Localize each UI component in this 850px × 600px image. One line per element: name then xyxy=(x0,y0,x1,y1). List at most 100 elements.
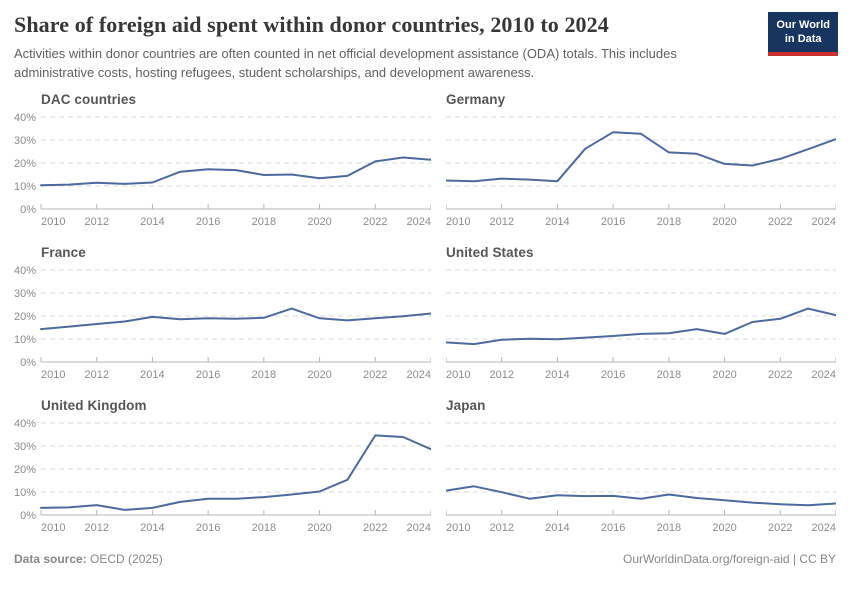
gridlines xyxy=(41,422,431,493)
trend-line xyxy=(40,156,431,187)
gridlines xyxy=(446,422,836,493)
svg-text:2020: 2020 xyxy=(712,216,736,228)
trend-line xyxy=(446,485,836,507)
svg-text:2022: 2022 xyxy=(768,369,792,381)
y-tick-labels: 0% 10% 20% 30% 40% xyxy=(14,265,36,369)
svg-text:2016: 2016 xyxy=(601,522,625,534)
svg-text:0%: 0% xyxy=(20,510,36,522)
panel-plot: 2010 2012 2014 2016 2018 2020 2022 2024 xyxy=(446,116,836,228)
svg-text:2014: 2014 xyxy=(140,216,164,228)
svg-text:40%: 40% xyxy=(14,265,36,277)
svg-text:20%: 20% xyxy=(14,158,36,170)
svg-text:40%: 40% xyxy=(14,112,36,124)
svg-text:2012: 2012 xyxy=(489,522,513,534)
svg-text:2016: 2016 xyxy=(196,522,220,534)
trend-line xyxy=(446,307,836,346)
svg-text:2012: 2012 xyxy=(84,369,108,381)
panel-germany: Germany 2010 2012 2014 2016 2018 2020 2022 2024 xyxy=(446,92,836,232)
x-axis xyxy=(446,204,836,210)
panel-plot: 2010 2012 2014 2016 2018 2020 2022 2024 xyxy=(446,422,836,534)
svg-text:2012: 2012 xyxy=(489,369,513,381)
trend-line xyxy=(40,307,431,331)
svg-text:2024: 2024 xyxy=(812,216,836,228)
panel-title: Japan xyxy=(446,398,486,414)
trend-line xyxy=(446,131,836,183)
x-tick-labels: 2010 2012 2014 2016 2018 2020 2022 2024 xyxy=(446,216,836,228)
svg-text:40%: 40% xyxy=(14,418,36,430)
svg-text:0%: 0% xyxy=(20,357,36,369)
owid-logo-line1: Our World xyxy=(776,19,830,31)
svg-text:2010: 2010 xyxy=(41,369,65,381)
svg-text:2012: 2012 xyxy=(84,522,108,534)
gridlines xyxy=(41,116,431,187)
svg-text:0%: 0% xyxy=(20,204,36,216)
svg-text:2014: 2014 xyxy=(140,522,164,534)
x-axis xyxy=(446,510,836,516)
panel-plot: 2010 2012 2014 2016 2018 2020 2022 2024 0% 10% 20%… xyxy=(14,112,431,228)
panel-united-kingdom: United Kingdom 2010 2012 2014 2016 2018 2020 20… xyxy=(13,398,431,538)
panel-plot: 2010 2012 2014 2016 2018 2020 2022 2024 0% 10% 20%… xyxy=(14,265,431,381)
svg-text:2018: 2018 xyxy=(252,216,276,228)
panel-title: United Kingdom xyxy=(41,398,147,414)
svg-text:2014: 2014 xyxy=(140,369,164,381)
trend-line xyxy=(40,434,431,512)
x-tick-labels: 2010 2012 2014 2016 2018 2020 2022 2024 xyxy=(446,522,836,534)
svg-text:2024: 2024 xyxy=(407,369,431,381)
panel-united-states: United States 2010 2012 2014 2016 2018 2020 202… xyxy=(446,245,836,385)
svg-text:2020: 2020 xyxy=(307,216,331,228)
owid-logo-line2: in Data xyxy=(784,32,822,45)
panel-plot: 2010 2012 2014 2016 2018 2020 2022 2024 xyxy=(446,269,836,381)
x-axis xyxy=(40,357,431,363)
svg-text:30%: 30% xyxy=(14,288,36,300)
svg-text:2016: 2016 xyxy=(601,216,625,228)
svg-text:2022: 2022 xyxy=(768,216,792,228)
svg-text:2018: 2018 xyxy=(252,522,276,534)
panel-title: DAC countries xyxy=(41,92,137,108)
gridlines xyxy=(446,116,836,187)
data-source-value: OECD (2025) xyxy=(90,552,163,567)
svg-text:2022: 2022 xyxy=(363,522,387,534)
x-axis xyxy=(446,357,836,363)
svg-text:2010: 2010 xyxy=(446,369,470,381)
panel-title: United States xyxy=(446,245,534,261)
svg-text:30%: 30% xyxy=(14,135,36,147)
y-tick-labels: 0% 10% 20% 30% 40% xyxy=(14,112,36,216)
x-axis xyxy=(40,204,431,210)
svg-text:10%: 10% xyxy=(14,181,36,193)
panel-dac-countries: DAC countries 2010 2012 2014 2016 2018 2020 202… xyxy=(13,92,431,232)
data-source: Data source: OECD (2025) xyxy=(14,552,163,566)
chart-title: Share of foreign aid spent within donor … xyxy=(14,12,609,37)
svg-text:2022: 2022 xyxy=(768,522,792,534)
svg-text:2014: 2014 xyxy=(545,369,569,381)
svg-text:2010: 2010 xyxy=(41,522,65,534)
gridlines xyxy=(446,269,836,340)
small-multiples-grid: DAC countries 2010 2012 2014 2016 2018 2020 202… xyxy=(0,92,850,538)
svg-text:2024: 2024 xyxy=(407,522,431,534)
svg-text:2018: 2018 xyxy=(657,216,681,228)
svg-text:2014: 2014 xyxy=(545,216,569,228)
svg-text:2010: 2010 xyxy=(446,216,470,228)
panel-title: France xyxy=(41,245,86,261)
owid-logo[interactable]: Our World in Data xyxy=(768,12,838,56)
chart-subtitle: Activities within donor countries are of… xyxy=(14,46,677,80)
svg-text:2016: 2016 xyxy=(601,369,625,381)
svg-text:2010: 2010 xyxy=(446,522,470,534)
svg-text:2018: 2018 xyxy=(657,369,681,381)
svg-text:10%: 10% xyxy=(14,334,36,346)
panel-plot: 2010 2012 2014 2016 2018 2020 2022 2024 0% 10% 20%… xyxy=(14,418,431,534)
citation-link[interactable]: OurWorldinData.org/foreign-aid | CC BY xyxy=(623,552,836,567)
panel-title: Germany xyxy=(446,92,506,108)
svg-text:2016: 2016 xyxy=(196,216,220,228)
svg-text:2010: 2010 xyxy=(41,216,65,228)
svg-text:2014: 2014 xyxy=(545,522,569,534)
svg-text:2020: 2020 xyxy=(307,522,331,534)
svg-text:30%: 30% xyxy=(14,441,36,453)
svg-text:2018: 2018 xyxy=(252,369,276,381)
chart-header: Share of foreign aid spent within donor … xyxy=(0,0,850,82)
svg-text:2020: 2020 xyxy=(712,369,736,381)
svg-text:2020: 2020 xyxy=(712,522,736,534)
x-tick-labels: 2010 2012 2014 2016 2018 2020 2022 2024 xyxy=(446,369,836,381)
panel-france: France 2010 2012 2014 2016 2018 2020 2022 2024 0%… xyxy=(13,245,431,385)
svg-text:20%: 20% xyxy=(14,311,36,323)
svg-text:20%: 20% xyxy=(14,464,36,476)
